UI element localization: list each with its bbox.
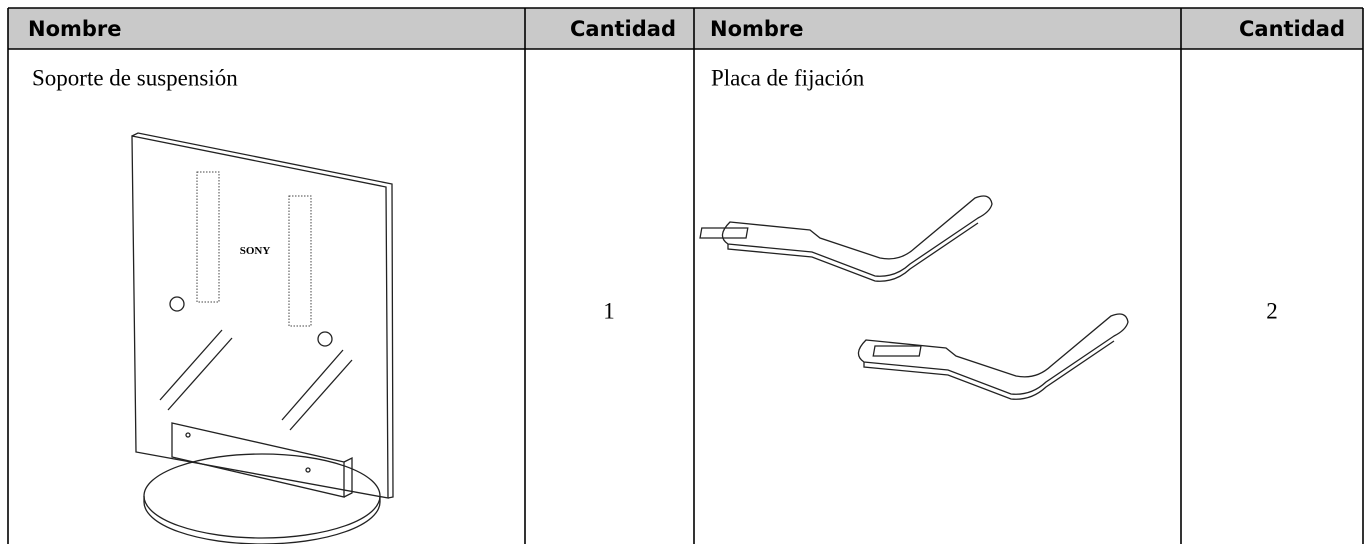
- header-row: [8, 8, 1363, 49]
- item-name: Soporte de suspensión: [32, 65, 238, 90]
- table-borders: [7, 7, 1364, 544]
- logo-text: SONY: [240, 245, 271, 257]
- header-cell: Nombre: [28, 17, 122, 41]
- item-name: Placa de fijación: [711, 65, 865, 90]
- item-quantity: 1: [603, 298, 615, 323]
- header-cell: Nombre: [710, 17, 804, 41]
- header-cell: Cantidad: [570, 17, 676, 41]
- header-cell: Cantidad: [1239, 17, 1345, 41]
- item-quantity: 2: [1266, 298, 1278, 323]
- stand-illustration: SONY: [131, 132, 394, 544]
- plates-illustration: [699, 195, 1129, 400]
